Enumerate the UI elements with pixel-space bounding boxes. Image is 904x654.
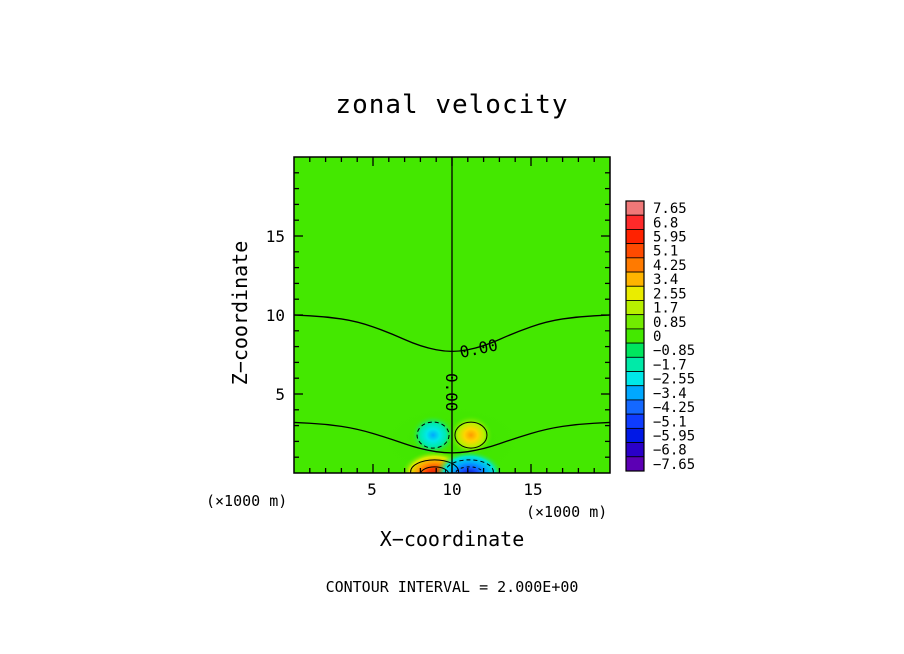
colorbar-label: 5.95 <box>653 230 687 246</box>
colorbar-swatch <box>625 328 645 344</box>
colorbar-label: 0 <box>653 329 661 345</box>
y-tick-label: 15 <box>266 227 285 246</box>
colorbar-label: −5.1 <box>653 414 687 430</box>
colorbar-swatch <box>625 342 645 358</box>
colorbar-label: −3.4 <box>653 386 687 402</box>
colorbar-label: 2.55 <box>653 286 687 302</box>
extremum-contour <box>416 421 450 449</box>
colorbar-swatch <box>625 285 645 301</box>
colorbar-label: −6.8 <box>653 443 687 459</box>
colorbar-swatch <box>625 399 645 415</box>
contour-interval-note: CONTOUR INTERVAL = 2.000E+00 <box>326 578 579 596</box>
colorbar-swatch <box>625 229 645 245</box>
extremum-contour <box>454 421 488 449</box>
colorbar-label: 4.25 <box>653 258 687 274</box>
contour-label: 0.00 <box>442 373 461 412</box>
chart-title: zonal velocity <box>335 90 568 120</box>
local-contours <box>410 421 494 473</box>
x-unit-right: (×1000 m) <box>526 503 607 521</box>
colorbar-swatch <box>625 214 645 230</box>
y-tick-label: 10 <box>266 306 285 325</box>
colorbar-label: 6.8 <box>653 215 678 231</box>
colorbar-frame <box>625 200 645 472</box>
colorbar-label: −7.65 <box>653 457 695 473</box>
colorbar-label: −0.85 <box>653 343 695 359</box>
zero-contour-line <box>294 314 610 352</box>
colorbar: 7.656.85.955.14.253.42.551.70.850−0.85−1… <box>625 200 695 473</box>
colorbar-swatch <box>625 413 645 429</box>
colorbar-swatch <box>625 271 645 287</box>
x-tick-label: 5 <box>367 480 377 499</box>
colorbar-swatch <box>625 371 645 387</box>
colorbar-swatch <box>625 385 645 401</box>
colorbar-swatch <box>625 300 645 316</box>
zero-contour-line <box>294 421 610 454</box>
colorbar-label: 5.1 <box>653 244 678 260</box>
axis-ticks <box>294 157 610 473</box>
colorbar-label: −5.95 <box>653 428 695 444</box>
y-axis-label: Z−coordinate <box>228 241 252 386</box>
colorbar-swatch <box>625 314 645 330</box>
colorbar-swatch <box>625 456 645 472</box>
extremum-contour <box>420 466 450 473</box>
plot-area <box>294 157 610 473</box>
colorbar-label: 1.7 <box>653 301 678 317</box>
colorbar-label: −1.7 <box>653 357 687 373</box>
extremum-contour <box>444 459 494 473</box>
colorbar-swatch <box>625 442 645 458</box>
colorbar-swatch <box>625 257 645 273</box>
x-unit-left: (×1000 m) <box>206 492 287 510</box>
colorbar-swatch <box>625 356 645 372</box>
colorbar-label: −2.55 <box>653 372 695 388</box>
colorbar-label: 0.85 <box>653 315 687 331</box>
y-tick-label: 5 <box>275 385 285 404</box>
x-axis-label: X−coordinate <box>380 527 525 551</box>
extremum-contour <box>410 459 460 473</box>
x-tick-label: 10 <box>442 480 461 499</box>
colorbar-label: −4.25 <box>653 400 695 416</box>
colorbar-swatch <box>625 243 645 259</box>
x-tick-label: 15 <box>523 480 542 499</box>
colorbar-label: 7.65 <box>653 201 687 217</box>
extremum-contour <box>454 466 484 473</box>
colorbar-swatch <box>625 200 645 216</box>
colorbar-label: 3.4 <box>653 272 678 288</box>
colorbar-swatch <box>625 427 645 443</box>
